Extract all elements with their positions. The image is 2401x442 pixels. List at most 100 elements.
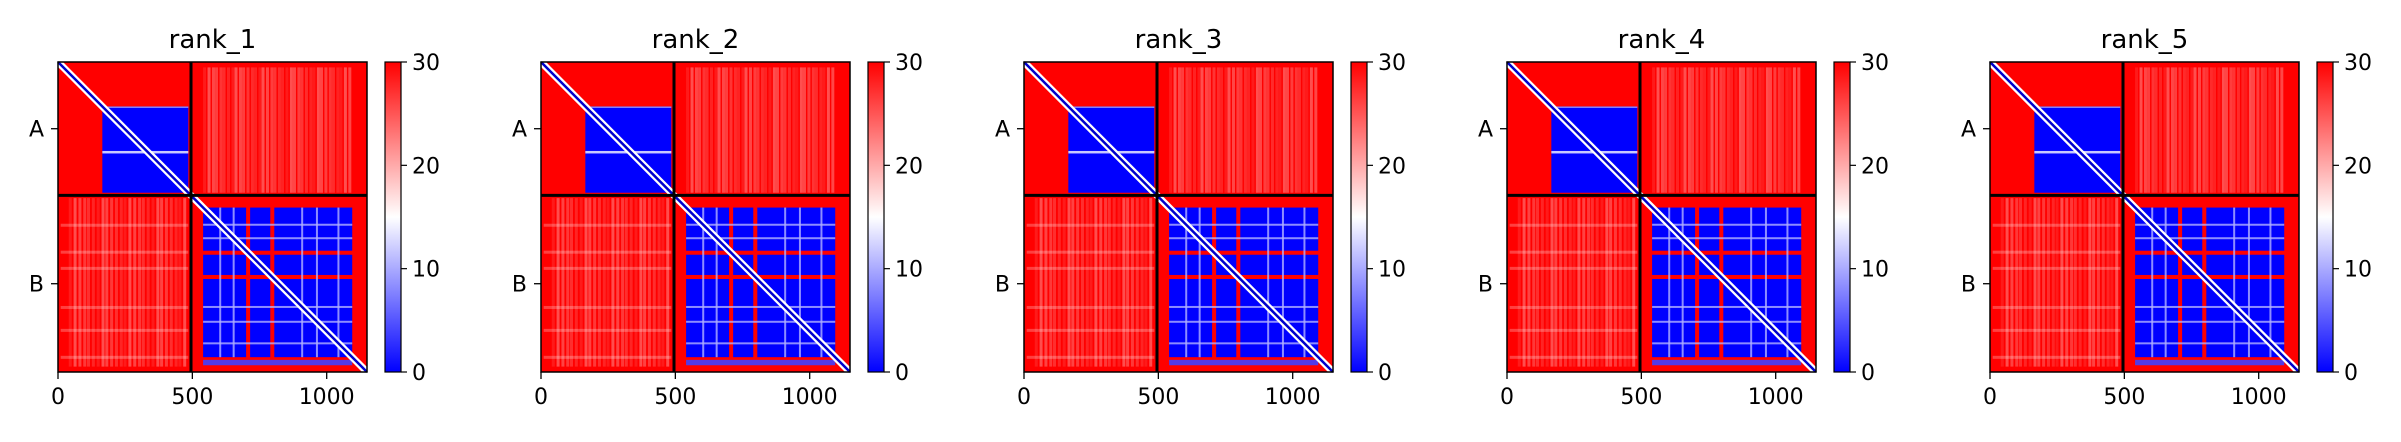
domain-grid-line [2269,207,2272,358]
texture-stripe [2224,67,2228,193]
domain-grid-line [820,207,823,358]
texture-stripe [1587,198,1591,367]
texture-stripe [1140,198,1144,367]
domain-block-b [1169,254,1213,275]
texture-stripe [811,67,815,193]
texture-stripe [1734,67,1738,193]
texture-stripe [1719,67,1723,193]
panel-title: rank_2 [652,25,740,55]
texture-stripe [799,67,803,193]
texture-stripe [639,198,643,367]
colorbar-tick-label: 30 [1861,51,1889,76]
panel-rank_3: rank_3 A B 0 500 1000 0 10 20 30 [995,25,1406,410]
texture-stripe [1297,67,1301,193]
texture-stripe [2275,67,2279,193]
texture-stripe [1691,67,1695,193]
diagonal-line [1506,61,1817,373]
domain-grid-line [2233,207,2236,358]
texture-stripe [1623,198,1627,367]
texture-stripe [2209,67,2213,193]
texture-stripe [1722,67,1726,193]
texture-stripe [1243,67,1247,193]
domain-grid-line [203,320,353,323]
texture-stripe [281,67,285,193]
texture-stripe [1169,67,1173,193]
texture-stripe [652,198,656,367]
texture-stripe [1104,198,1108,367]
texture-stripe [721,67,725,193]
texture-stripe [570,198,574,367]
panel-rank_4: rank_4 A B 0 500 1000 0 10 20 30 [1478,25,1889,410]
texture-band [60,223,189,227]
texture-stripe [1255,67,1259,193]
domain-grid-line [337,207,340,358]
domain-grid-line [1169,305,1319,308]
texture-stripe [768,67,772,193]
texture-stripe [1777,67,1781,193]
y-tick-label-A: A [1961,118,1976,143]
texture-stripe [2000,198,2004,367]
domain-block-b [2206,254,2285,275]
texture-stripe [231,67,235,193]
texture-stripe [1290,67,1294,193]
texture-stripe [2096,198,2100,367]
texture-stripe [717,67,721,193]
texture-stripe [2154,67,2158,193]
texture-stripe [772,67,776,193]
colorbar-tick-label: 30 [1378,51,1406,76]
texture-stripe [551,198,555,367]
texture-stripe [1094,198,1098,367]
x-tick-label: 1000 [2231,385,2287,410]
x-tick-label: 500 [2103,385,2145,410]
colorbar-tick-label: 20 [2344,154,2372,179]
texture-stripe [258,67,262,193]
domain-block-b [1652,254,1696,275]
texture-stripe [1517,198,1521,367]
domain-grid-line [203,223,353,226]
domain-block-b [2182,279,2203,358]
domain-block-b [1699,279,1720,358]
domain-grid-line [1750,207,1753,358]
texture-stripe [1753,67,1757,193]
texture-stripe [277,67,281,193]
texture-stripe [156,198,160,367]
texture-stripe [261,67,265,193]
texture-stripe [556,198,560,367]
texture-stripe [686,67,690,193]
texture-stripe [105,198,109,367]
texture-stripe [1117,198,1121,367]
y-tick-label-A: A [512,118,527,143]
x-tick-label: 500 [1620,385,1662,410]
texture-stripe [215,67,219,193]
texture-stripe [1738,67,1742,193]
texture-stripe [1057,198,1061,367]
texture-band [543,266,672,270]
colorbar-tick-label: 0 [1378,361,1392,386]
texture-stripe [624,198,628,367]
texture-stripe [324,67,328,193]
texture-stripe [616,198,620,367]
diagonal-line [57,61,368,373]
texture-stripe [2143,67,2147,193]
texture-stripe [1726,67,1730,193]
domain-block-b [1216,279,1237,358]
y-tick-label-B: B [29,273,44,298]
texture-stripe [151,198,155,367]
texture-stripe [101,198,105,367]
texture-stripe [1309,67,1313,193]
texture-stripe [1149,198,1153,367]
texture-stripe [2244,67,2248,193]
texture-stripe [1224,67,1228,193]
domain-block-b [686,279,730,358]
texture-stripe [227,67,231,193]
texture-stripe [1572,198,1576,367]
panel-title: rank_4 [1618,25,1706,55]
texture-stripe [1618,198,1622,367]
domain-strip [1652,359,1802,366]
texture-stripe [2178,67,2182,193]
texture-stripe [1590,198,1594,367]
texture-band [1992,305,2121,309]
texture-stripe [2251,67,2255,193]
domain-block-b [274,254,353,275]
texture-stripe [2190,67,2194,193]
